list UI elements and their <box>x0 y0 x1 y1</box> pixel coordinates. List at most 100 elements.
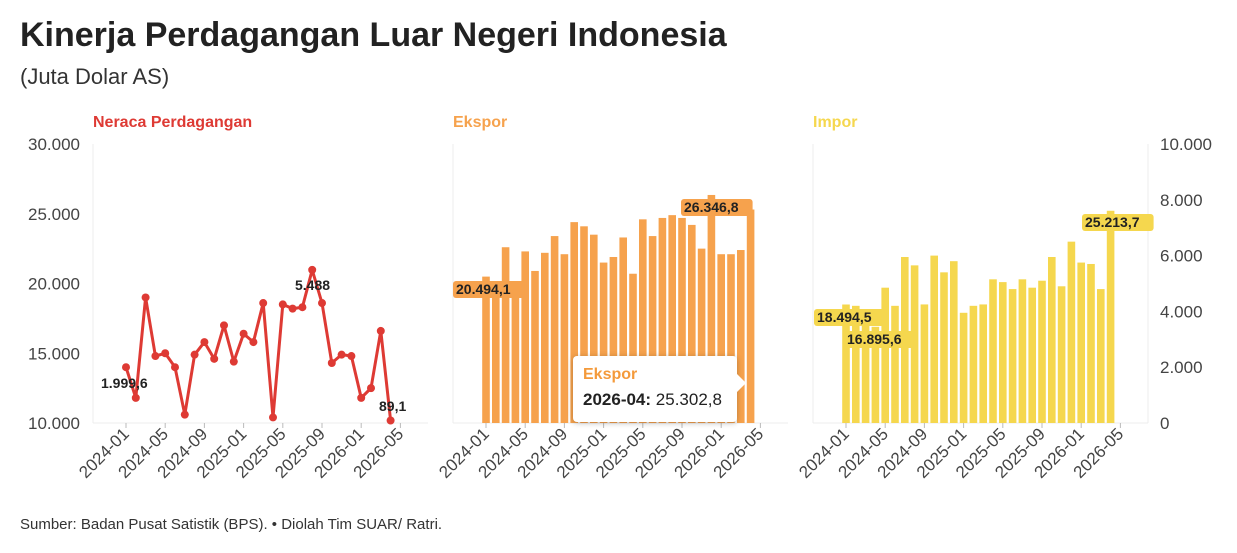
neraca-point <box>210 354 219 363</box>
impor-bar <box>1097 289 1105 423</box>
ekspor-bar <box>688 224 696 423</box>
ekspor-bar <box>648 236 657 423</box>
ekspor-bar <box>580 226 588 423</box>
neraca-point <box>151 352 160 361</box>
neraca-point <box>288 304 297 313</box>
data-label-bg <box>814 309 886 326</box>
left-axis-tick-label: 10.000 <box>28 414 80 433</box>
neraca-point <box>367 384 375 393</box>
right-axis-tick-label: 4.000 <box>1160 302 1203 321</box>
impor-bar <box>1028 287 1036 423</box>
source-note: Sumber: Badan Pusat Satistik (BPS). • Di… <box>20 516 443 533</box>
tooltip-value: 25.302,8 <box>655 390 722 409</box>
neraca-point <box>190 350 199 359</box>
ekspor-bar <box>746 209 755 423</box>
data-label-bg <box>844 331 916 348</box>
ekspor-bar <box>668 215 676 423</box>
ekspor-bar <box>678 217 686 423</box>
impor-bar <box>1008 289 1017 423</box>
ekspor-bar <box>570 222 578 423</box>
impor-bar <box>1106 210 1115 423</box>
impor-bar <box>1038 280 1046 423</box>
neraca-point <box>347 352 356 361</box>
ekspor-bar <box>511 289 520 423</box>
ekspor-bar <box>609 256 618 423</box>
ekspor-bar <box>717 254 725 423</box>
neraca-point <box>337 350 346 359</box>
panel-title: Neraca Perdagangan <box>93 114 252 131</box>
tooltip: Ekspor 2026-04: 25.302,8 <box>573 356 746 422</box>
data-label: 20.494,1 <box>456 281 511 297</box>
left-axis-tick-label: 25.000 <box>28 205 80 224</box>
data-label: 18.494,5 <box>817 309 872 325</box>
page-subtitle: (Juta Dolar AS) <box>20 64 170 89</box>
tooltip-title: Ekspor <box>583 366 638 383</box>
ekspor-bar <box>541 252 549 423</box>
impor-bar <box>1067 241 1076 423</box>
impor-bar <box>1048 256 1056 423</box>
neraca-point <box>318 299 326 308</box>
impor-bar <box>969 305 978 423</box>
data-label: 16.895,6 <box>847 331 902 347</box>
data-label: 25.213,7 <box>1085 214 1140 230</box>
neraca-point <box>249 338 258 347</box>
data-label: 1.999,6 <box>101 375 148 391</box>
neraca-line <box>124 268 393 421</box>
ekspor-bar <box>501 247 510 423</box>
ekspor-bar <box>658 217 667 423</box>
ekspor-bar <box>560 254 569 423</box>
impor-bar <box>861 311 870 423</box>
impor-bar <box>999 282 1007 423</box>
impor-bar <box>959 312 968 423</box>
neraca-point <box>220 321 228 330</box>
left-axis-tick-label: 20.000 <box>28 275 80 294</box>
data-label: 5.488 <box>295 277 330 293</box>
ekspor-bar <box>727 254 735 423</box>
impor-bar <box>1087 263 1095 423</box>
neraca-point <box>278 300 287 309</box>
neraca-point <box>122 363 130 372</box>
neraca-point <box>141 293 150 302</box>
left-axis-tick-label: 30.000 <box>28 135 80 154</box>
neraca-point <box>171 363 179 372</box>
impor-bar <box>1018 279 1027 423</box>
data-label-bg <box>1082 214 1154 231</box>
neraca-point <box>357 393 366 402</box>
neraca-point <box>229 357 238 366</box>
ekspor-bar <box>619 237 627 423</box>
impor-bar <box>940 272 948 423</box>
impor-bar <box>852 305 860 423</box>
data-label-bg <box>681 199 753 216</box>
tooltip-body: 2026-04: 25.302,8 <box>583 390 722 410</box>
impor-bar <box>1077 262 1085 423</box>
ekspor-bar <box>737 250 745 423</box>
impor-bar <box>930 255 938 423</box>
data-label: 26.346,8 <box>684 199 739 215</box>
impor-bar <box>891 305 899 423</box>
neraca-point <box>239 329 248 338</box>
impor-bar <box>842 304 850 423</box>
right-axis-tick-label: 6.000 <box>1160 247 1203 266</box>
data-label-bg <box>453 281 525 298</box>
impor-bar <box>979 304 987 423</box>
ekspor-bar <box>599 262 608 423</box>
neraca-point <box>180 410 189 419</box>
impor-bar <box>871 326 880 423</box>
panel-title: Impor <box>813 114 857 131</box>
neraca-point <box>308 265 317 274</box>
impor-bar <box>881 287 889 423</box>
ekspor-bar <box>639 219 647 423</box>
ekspor-bar <box>550 236 559 423</box>
ekspor-bar <box>521 251 529 423</box>
impor-bar <box>1057 286 1066 423</box>
tooltip-arrow <box>737 374 746 392</box>
left-axis-tick-label: 15.000 <box>28 344 80 363</box>
right-axis-tick-label: 8.000 <box>1160 191 1203 210</box>
impor-bar <box>989 279 997 423</box>
ekspor-bar <box>590 234 598 423</box>
neraca-point <box>327 359 336 368</box>
neraca-point <box>298 303 307 312</box>
ekspor-bar <box>531 270 539 423</box>
ekspor-bar <box>629 273 637 423</box>
